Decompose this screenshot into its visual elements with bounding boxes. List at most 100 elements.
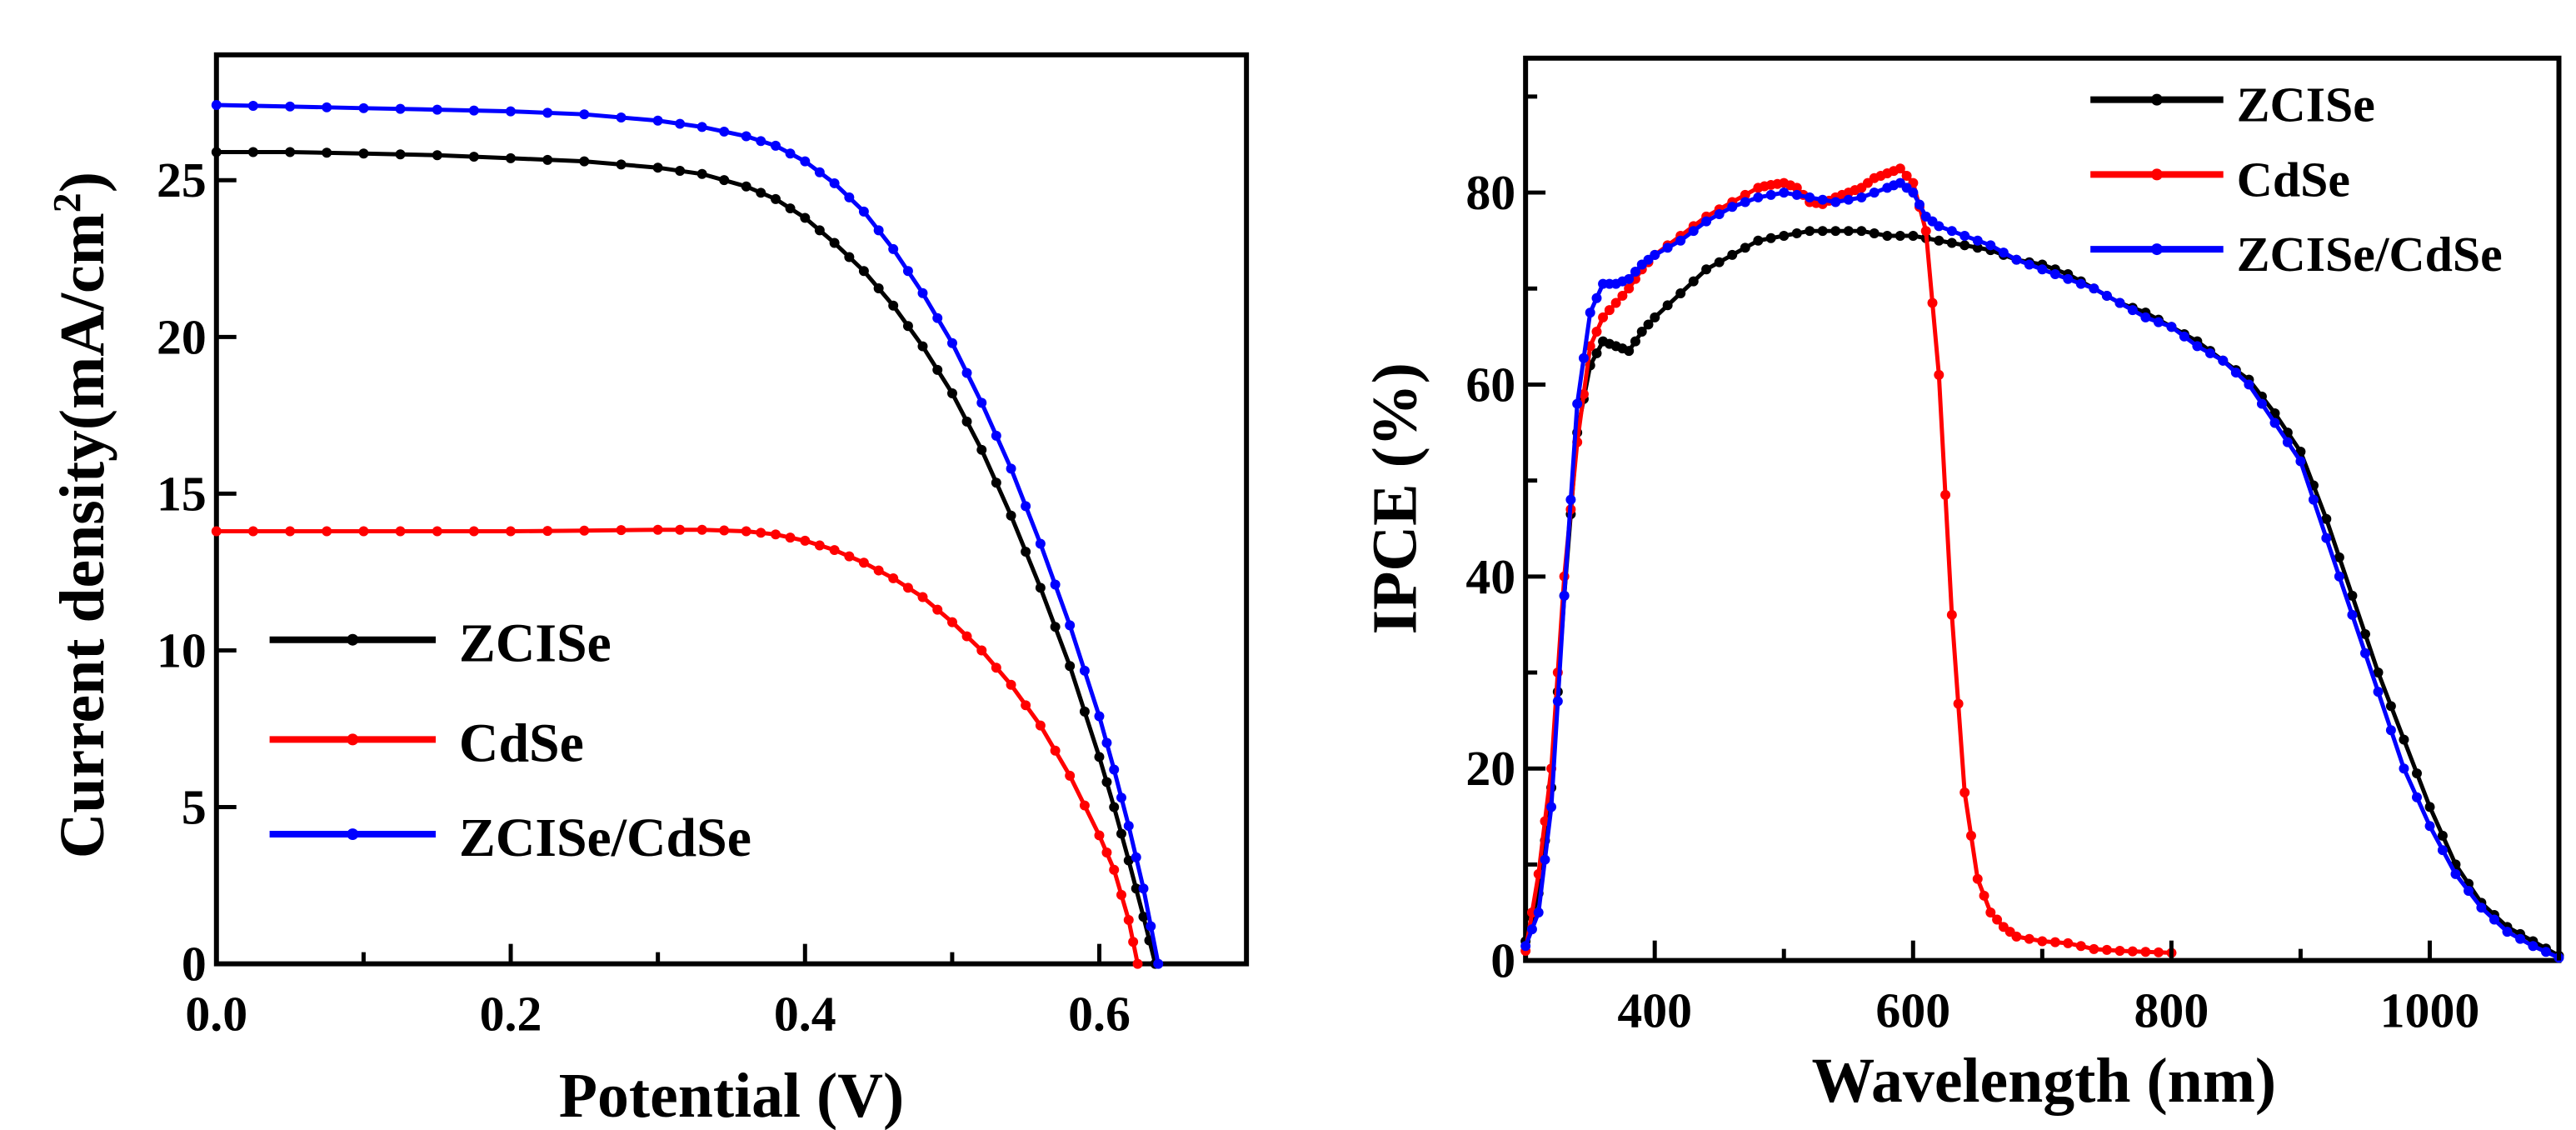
data-point	[2024, 933, 2034, 944]
legend-marker-cdse	[2150, 168, 2163, 181]
data-point	[2334, 571, 2344, 582]
data-point	[1662, 242, 1673, 253]
y-tick-label: 0	[182, 937, 207, 992]
data-point	[322, 526, 332, 537]
data-point	[2282, 437, 2293, 448]
data-point	[1856, 192, 1867, 202]
data-point	[1920, 226, 1931, 237]
legend-label-zcise-cdse: ZCISe/CdSe	[2237, 227, 2503, 282]
data-point	[696, 122, 707, 132]
data-point	[2063, 938, 2074, 948]
data-point	[1643, 319, 1654, 330]
data-point	[1701, 264, 1712, 275]
data-point	[247, 526, 258, 537]
data-point	[652, 162, 663, 173]
data-point	[1753, 192, 1764, 202]
data-point	[1959, 240, 1970, 251]
data-point	[2218, 355, 2229, 366]
data-point	[2037, 936, 2048, 947]
y-tick-label: 60	[1465, 357, 1515, 412]
data-point	[991, 430, 1001, 441]
data-point	[800, 535, 811, 546]
jv-chart: 0.0 0.2 0.4 0.6 0 5 10 15 20 25 Potential (V) Cu…	[45, 52, 1250, 1130]
data-point	[1131, 852, 1141, 862]
data-point	[1153, 958, 1164, 969]
data-point	[932, 312, 943, 323]
data-point	[947, 388, 957, 398]
data-point	[917, 341, 928, 352]
data-point	[2011, 931, 2022, 942]
plot-frame	[1523, 55, 2562, 963]
series-zcise-cdse	[211, 100, 1164, 969]
data-point	[1675, 288, 1686, 298]
data-point	[247, 101, 258, 112]
data-point	[858, 206, 869, 217]
data-point	[1779, 230, 1790, 241]
data-point	[2399, 734, 2409, 745]
data-point	[2037, 264, 2048, 275]
data-point	[902, 321, 913, 332]
y-axis-title-end: )	[47, 172, 117, 192]
data-point	[2334, 552, 2344, 562]
data-point	[1869, 228, 1880, 238]
data-point	[1035, 582, 1046, 593]
data-point	[1101, 848, 1112, 858]
data-point	[1895, 230, 1905, 241]
legend-entry-cdse: CdSe	[2090, 152, 2350, 207]
legend-marker-zcise-cdse	[347, 828, 359, 841]
data-point	[2385, 701, 2396, 712]
data-point	[1869, 188, 1880, 198]
data-point	[1079, 706, 1090, 717]
data-point	[1972, 242, 1983, 253]
data-point	[2528, 941, 2539, 952]
data-point	[829, 238, 840, 248]
series-cdse	[211, 524, 1143, 969]
data-point	[2424, 821, 2435, 832]
data-point	[1972, 873, 1983, 884]
data-point	[211, 147, 222, 158]
data-point	[616, 525, 627, 536]
y-tick-label: 20	[1465, 741, 1515, 796]
data-point	[285, 147, 296, 158]
data-point	[2360, 648, 2370, 658]
data-point	[1578, 389, 1589, 399]
data-point	[1914, 199, 1925, 210]
data-point	[741, 131, 751, 142]
x-tick-label: 0.2	[480, 986, 542, 1041]
data-point	[1972, 235, 1983, 246]
data-point	[2244, 379, 2254, 390]
data-point	[1131, 883, 1141, 894]
data-point	[2153, 947, 2164, 958]
legend-marker-zcise	[347, 633, 359, 646]
y-tick-label: 5	[182, 779, 207, 834]
data-point	[771, 193, 781, 204]
y-tick-label: 10	[157, 622, 207, 678]
data-point	[1701, 216, 1712, 227]
data-point	[432, 526, 442, 537]
data-point	[2140, 312, 2151, 322]
data-point	[1624, 346, 1635, 357]
data-point	[1094, 711, 1105, 722]
data-point	[1934, 221, 1944, 232]
data-point	[2373, 668, 2384, 678]
series-layer	[211, 100, 1164, 969]
data-point	[873, 565, 884, 576]
x-tick-label: 400	[1617, 982, 1692, 1038]
data-point	[1940, 489, 1951, 500]
data-point	[1116, 889, 1126, 900]
data-point	[1591, 327, 1602, 338]
data-point	[1094, 752, 1105, 762]
data-point	[2049, 937, 2060, 948]
data-point	[814, 225, 825, 236]
data-point	[2360, 628, 2370, 639]
data-point	[1138, 883, 1149, 894]
data-point	[1908, 188, 1919, 198]
data-point	[1830, 226, 1841, 237]
y-tick-label: 15	[157, 466, 207, 521]
data-point	[1959, 230, 1970, 241]
data-point	[395, 526, 406, 537]
data-point	[322, 102, 332, 112]
data-point	[322, 148, 332, 158]
data-point	[1138, 912, 1149, 922]
